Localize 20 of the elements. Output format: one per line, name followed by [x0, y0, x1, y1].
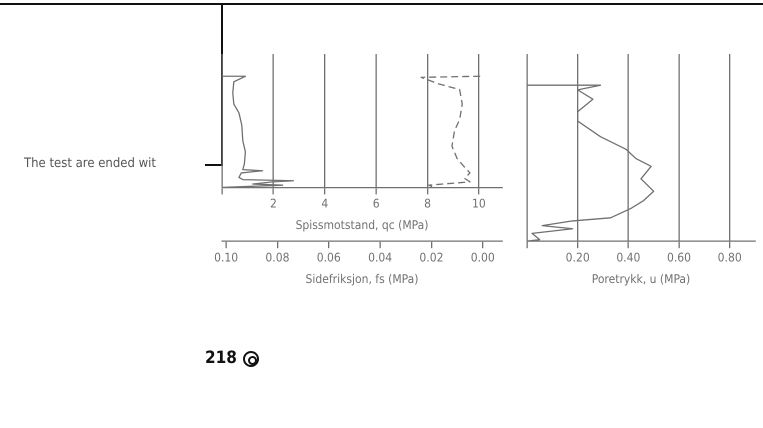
x-tick-label: 6 — [372, 196, 380, 211]
x-tick-label: 2 — [270, 196, 277, 211]
x-tick-label: 0.60 — [666, 250, 692, 265]
x2-tick-label: 0.02 — [419, 250, 444, 265]
x-tick-label: 8 — [424, 196, 432, 211]
x-tick-label: 4 — [321, 196, 328, 211]
x2-tick-label: 0.04 — [368, 250, 392, 265]
x2-tick-label: 0.06 — [316, 250, 341, 265]
x-axis-title: Spissmotstand, qc (MPa) — [296, 218, 428, 232]
x2-axis-title: Sidefriksjon, fs (MPa) — [306, 272, 418, 286]
x-tick-label: 0.40 — [616, 250, 640, 265]
x-axis-title: Poretrykk, u (MPa) — [592, 272, 690, 286]
x2-tick-label: 0.08 — [265, 250, 290, 265]
x-tick-label: 0.20 — [566, 250, 590, 265]
x-tick-label: 0.80 — [718, 250, 742, 265]
text: 218 — [205, 348, 237, 368]
x-tick-label: 10 — [472, 196, 486, 211]
text: The test are ended wit — [24, 156, 156, 171]
x2-tick-label: 0.10 — [214, 250, 238, 265]
x2-tick-label: 0.00 — [470, 250, 495, 265]
